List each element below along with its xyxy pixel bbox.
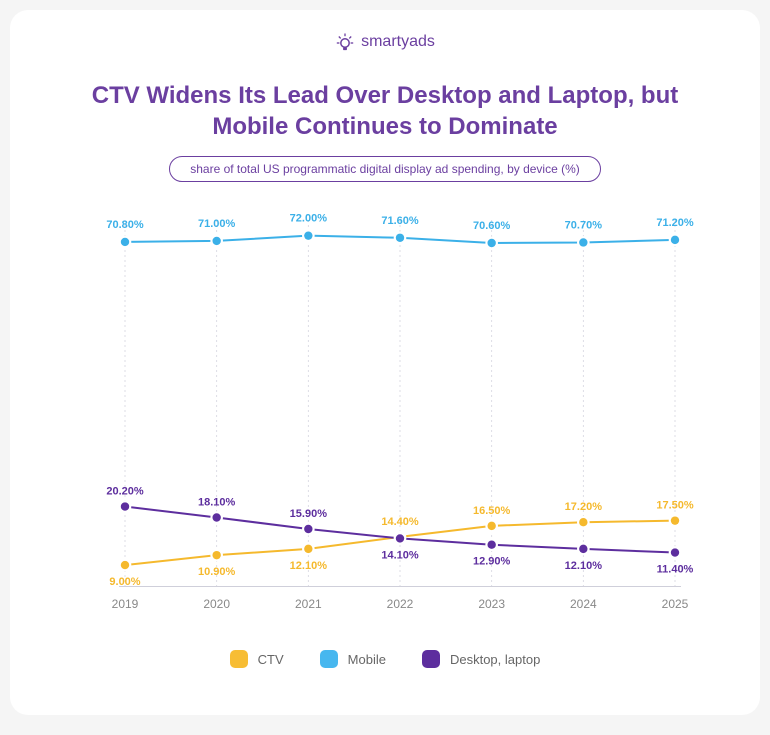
data-label: 11.40% xyxy=(657,564,694,576)
data-label: 70.60% xyxy=(473,220,511,232)
data-label: 14.10% xyxy=(381,550,419,562)
legend-swatch xyxy=(230,650,248,668)
legend-item: Desktop, laptop xyxy=(422,650,540,668)
chart-subtitle: share of total US programmatic digital d… xyxy=(169,156,601,182)
legend-swatch xyxy=(320,650,338,668)
data-label: 70.70% xyxy=(565,220,603,232)
data-label: 17.20% xyxy=(565,502,603,514)
x-axis-label: 2022 xyxy=(387,597,414,611)
chart-legend: CTV Mobile Desktop, laptop xyxy=(10,650,760,668)
legend-swatch xyxy=(422,650,440,668)
chart-title: CTV Widens Its Lead Over Desktop and Lap… xyxy=(10,80,760,142)
x-axis-label: 2019 xyxy=(112,597,139,611)
data-label: 72.00% xyxy=(290,213,328,225)
brand-name: smartyads xyxy=(361,33,435,51)
x-axis-label: 2024 xyxy=(570,597,597,611)
legend-label: Mobile xyxy=(348,652,386,667)
data-label: 20.20% xyxy=(106,486,144,498)
x-axis-label: 2020 xyxy=(203,597,230,611)
data-label: 9.00% xyxy=(109,576,140,588)
chart-card: smartyads CTV Widens Its Lead Over Deskt… xyxy=(10,10,760,715)
data-label: 16.50% xyxy=(473,505,511,517)
data-label: 12.90% xyxy=(473,556,511,568)
line-chart: 2019 2020 2021 2022 2023 2024 2025 70.80% 71.00%… xyxy=(65,202,705,632)
legend-label: Desktop, laptop xyxy=(450,652,540,667)
data-label: 71.00% xyxy=(198,218,236,230)
data-label: 12.10% xyxy=(565,560,603,572)
data-label: 71.20% xyxy=(656,217,694,229)
data-label: 12.10% xyxy=(290,560,328,572)
lightbulb-icon xyxy=(335,32,355,52)
data-label: 71.60% xyxy=(381,215,419,227)
x-axis-label: 2023 xyxy=(478,597,505,611)
x-axis-label: 2025 xyxy=(662,597,689,611)
legend-item: CTV xyxy=(230,650,284,668)
data-label: 10.90% xyxy=(198,567,236,579)
legend-label: CTV xyxy=(258,652,284,667)
data-label: 17.50% xyxy=(656,500,694,512)
data-label: 15.90% xyxy=(290,508,328,520)
brand-logo: smartyads xyxy=(10,32,760,52)
legend-item: Mobile xyxy=(320,650,386,668)
data-label: 18.10% xyxy=(198,497,236,509)
data-label: 14.40% xyxy=(381,516,419,528)
data-label: 70.80% xyxy=(106,219,144,231)
chart-area: 2019 2020 2021 2022 2023 2024 2025 70.80% 71.00%… xyxy=(10,202,760,642)
x-axis-label: 2021 xyxy=(295,597,322,611)
